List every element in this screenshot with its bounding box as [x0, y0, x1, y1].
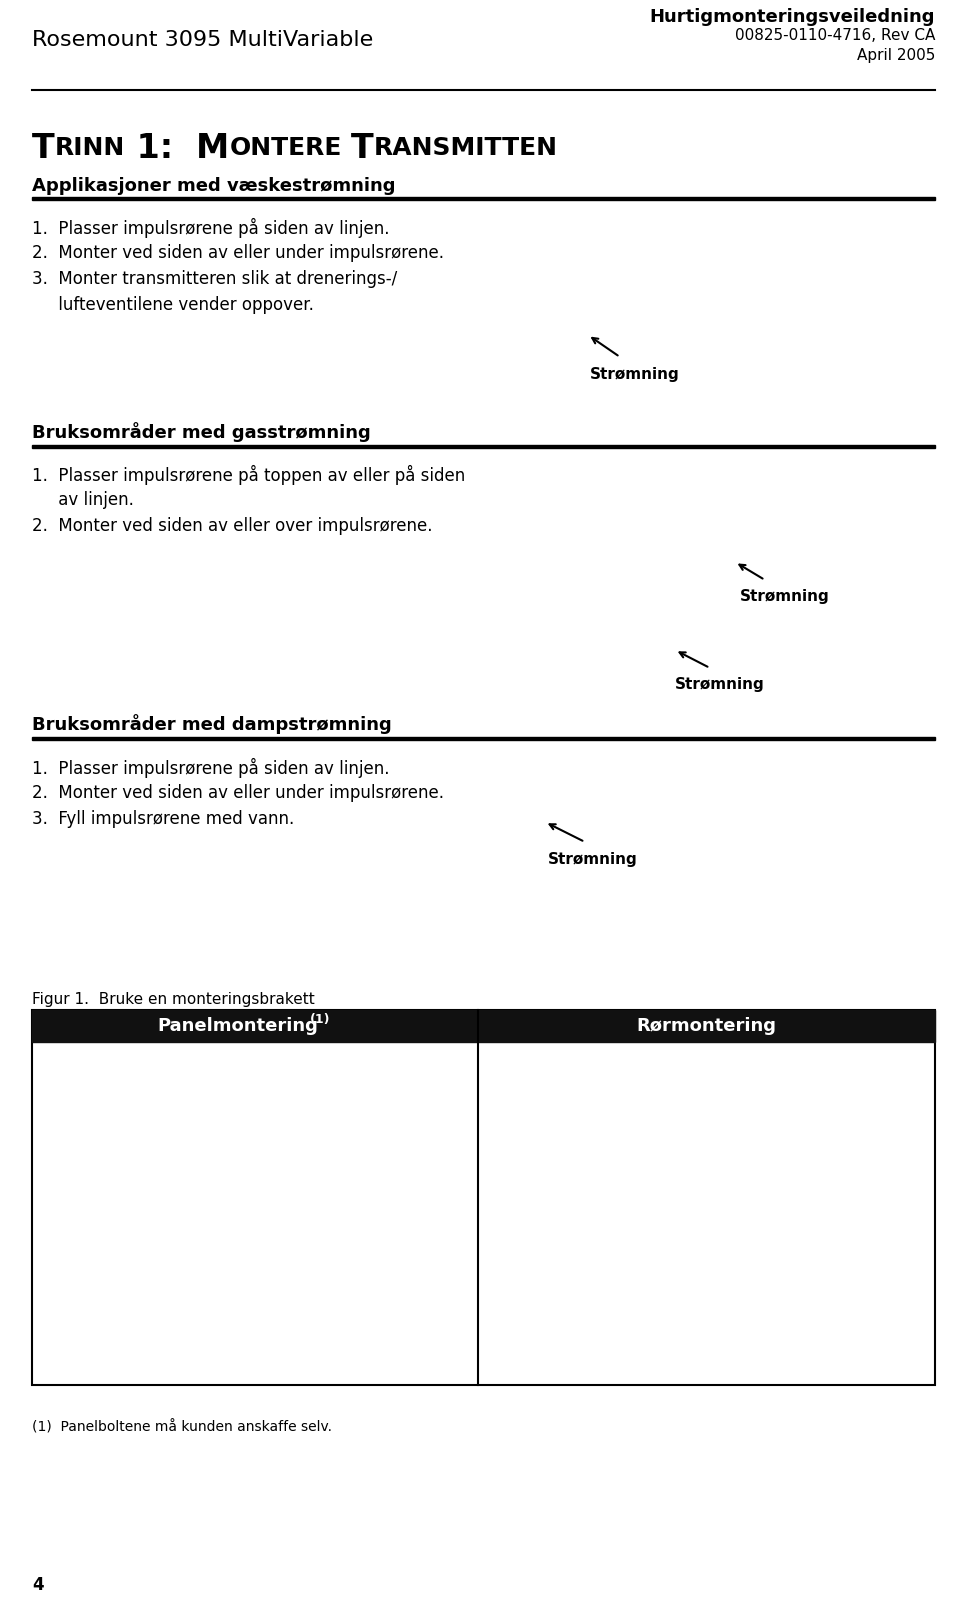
Text: 1.  Plasser impulsrørene på toppen av eller på siden: 1. Plasser impulsrørene på toppen av ell… — [32, 466, 466, 485]
Text: Strømning: Strømning — [675, 677, 765, 693]
Text: M: M — [196, 132, 229, 164]
Text: 2.  Monter ved siden av eller over impulsrørene.: 2. Monter ved siden av eller over impuls… — [32, 517, 433, 535]
Bar — [32, 197, 935, 200]
Text: T: T — [32, 132, 55, 164]
Text: lufteventilene vender oppover.: lufteventilene vender oppover. — [32, 296, 314, 314]
Bar — [32, 1010, 935, 1385]
Text: T: T — [350, 132, 373, 164]
Text: Hurtigmonteringsveiledning: Hurtigmonteringsveiledning — [650, 8, 935, 26]
Text: April 2005: April 2005 — [856, 48, 935, 63]
Text: 2.  Monter ved siden av eller under impulsrørene.: 2. Monter ved siden av eller under impul… — [32, 243, 444, 263]
Text: 3.  Fyll impulsrørene med vann.: 3. Fyll impulsrørene med vann. — [32, 810, 295, 828]
Text: Applikasjoner med væskestrømning: Applikasjoner med væskestrømning — [32, 177, 396, 195]
Text: RINN: RINN — [55, 135, 125, 159]
Text: 3.  Monter transmitteren slik at drenerings-/: 3. Monter transmitteren slik at drenerin… — [32, 271, 397, 288]
Text: Strømning: Strømning — [590, 367, 680, 382]
Text: Rosemount 3095 MultiVariable: Rosemount 3095 MultiVariable — [32, 31, 373, 50]
Text: 00825-0110-4716, Rev CA: 00825-0110-4716, Rev CA — [734, 27, 935, 43]
Text: Figur 1.  Bruke en monteringsbrakett: Figur 1. Bruke en monteringsbrakett — [32, 992, 315, 1007]
Text: Bruksområder med gasstrømning: Bruksområder med gasstrømning — [32, 422, 371, 441]
Text: Strømning: Strømning — [548, 852, 637, 867]
Text: 1:: 1: — [125, 132, 196, 164]
Bar — [32, 1010, 935, 1042]
Bar — [32, 736, 935, 739]
Text: ONTERE: ONTERE — [229, 135, 342, 159]
Text: Strømning: Strømning — [740, 590, 829, 604]
Text: 1.  Plasser impulsrørene på siden av linjen.: 1. Plasser impulsrørene på siden av linj… — [32, 759, 390, 778]
Text: Bruksområder med dampstrømning: Bruksområder med dampstrømning — [32, 714, 392, 735]
Text: (1): (1) — [310, 1013, 330, 1026]
Text: 1.  Plasser impulsrørene på siden av linjen.: 1. Plasser impulsrørene på siden av linj… — [32, 217, 390, 238]
Text: Rørmontering: Rørmontering — [636, 1017, 776, 1034]
Text: (1)  Panelboltene må kunden anskaffe selv.: (1) Panelboltene må kunden anskaffe selv… — [32, 1419, 332, 1434]
Text: Panelmontering: Panelmontering — [157, 1017, 319, 1034]
Bar — [32, 445, 935, 448]
Text: 4: 4 — [32, 1576, 43, 1593]
Text: av linjen.: av linjen. — [32, 491, 133, 509]
Text: RANSMITTEN: RANSMITTEN — [373, 135, 557, 159]
Text: 2.  Monter ved siden av eller under impulsrørene.: 2. Monter ved siden av eller under impul… — [32, 785, 444, 802]
